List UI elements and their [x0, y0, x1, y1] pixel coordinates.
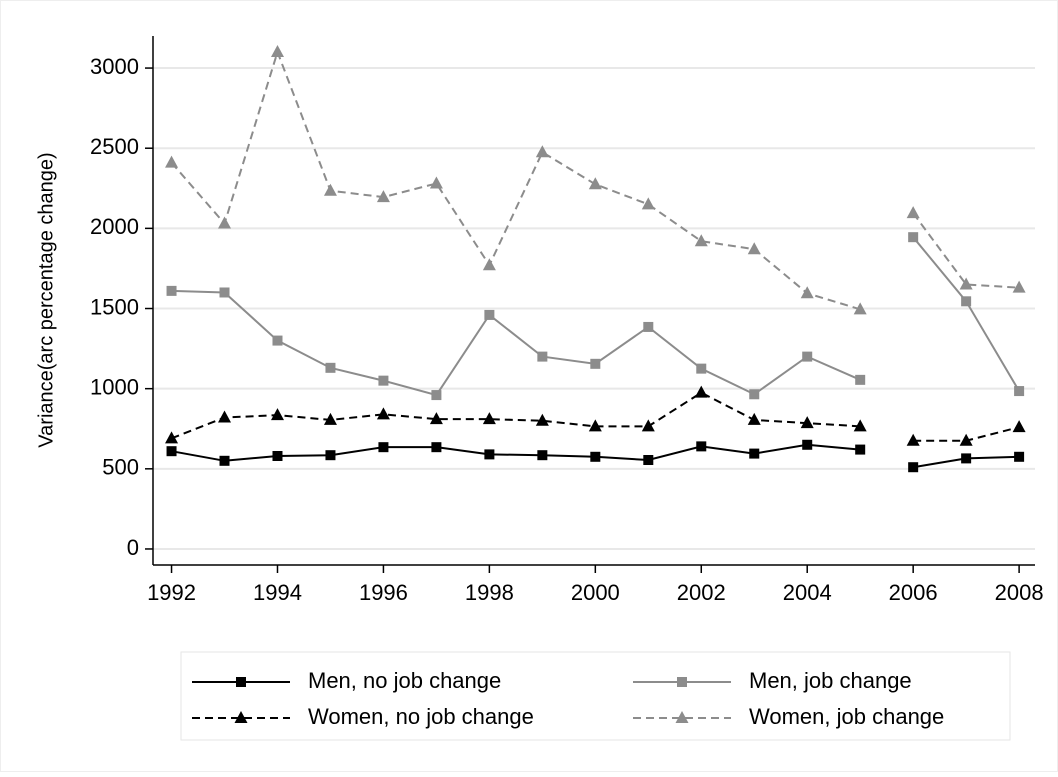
marker — [429, 412, 443, 425]
marker — [641, 419, 655, 432]
marker — [484, 309, 495, 320]
marker — [376, 407, 390, 420]
marker — [588, 177, 602, 190]
marker — [961, 296, 972, 307]
marker — [643, 321, 654, 332]
marker — [1014, 386, 1025, 397]
marker — [219, 455, 230, 466]
marker — [323, 183, 337, 196]
marker — [749, 389, 760, 400]
y-tick-label: 0 — [127, 535, 139, 560]
legend-label: Men, no job change — [308, 668, 501, 693]
marker — [643, 455, 654, 466]
marker — [484, 449, 495, 460]
marker — [590, 451, 601, 462]
marker — [482, 412, 496, 425]
marker — [855, 444, 866, 455]
x-tick-label: 2006 — [889, 580, 938, 605]
marker — [270, 408, 284, 421]
legend-marker — [234, 711, 248, 723]
marker — [270, 45, 284, 58]
marker — [535, 145, 549, 158]
marker — [641, 197, 655, 210]
y-tick-label: 3000 — [90, 54, 139, 79]
x-tick-label: 2004 — [783, 580, 832, 605]
marker — [853, 419, 867, 432]
marker — [537, 450, 548, 461]
marker — [431, 442, 442, 453]
marker — [1012, 420, 1026, 433]
marker — [588, 419, 602, 432]
marker — [749, 448, 760, 459]
x-tick-label: 1996 — [359, 580, 408, 605]
marker — [166, 446, 177, 457]
marker — [800, 286, 814, 299]
marker — [482, 258, 496, 271]
marker — [802, 439, 813, 450]
y-axis-label: Variance(arc percentage change) — [35, 152, 57, 447]
series-line — [170, 48, 1020, 311]
legend-marker — [236, 677, 246, 687]
marker — [694, 234, 708, 247]
x-tick-label: 2008 — [995, 580, 1044, 605]
marker — [906, 206, 920, 219]
marker — [961, 453, 972, 464]
marker — [429, 176, 443, 189]
marker — [165, 155, 179, 168]
marker — [800, 416, 814, 429]
marker — [272, 450, 283, 461]
marker — [219, 287, 230, 298]
marker — [696, 363, 707, 374]
marker — [535, 413, 549, 426]
y-tick-label: 500 — [102, 455, 139, 480]
marker — [166, 285, 177, 296]
legend-marker — [675, 711, 689, 723]
marker — [218, 216, 232, 229]
x-tick-label: 2000 — [571, 580, 620, 605]
marker — [1012, 280, 1026, 293]
marker — [378, 375, 389, 386]
legend-label: Women, job change — [749, 704, 944, 729]
y-tick-label: 1000 — [90, 374, 139, 399]
marker — [376, 190, 390, 203]
y-tick-label: 2000 — [90, 214, 139, 239]
marker — [590, 358, 601, 369]
marker — [1014, 451, 1025, 462]
marker — [747, 242, 761, 255]
x-tick-label: 2002 — [677, 580, 726, 605]
marker — [696, 441, 707, 452]
y-tick-label: 2500 — [90, 134, 139, 159]
marker — [853, 302, 867, 315]
marker — [165, 431, 179, 444]
x-tick-label: 1992 — [147, 580, 196, 605]
marker — [959, 277, 973, 290]
marker — [537, 351, 548, 362]
marker — [272, 335, 283, 346]
x-tick-label: 1994 — [253, 580, 302, 605]
marker — [323, 412, 337, 425]
marker — [908, 232, 919, 243]
marker — [325, 450, 336, 461]
legend-label: Women, no job change — [308, 704, 534, 729]
marker — [802, 351, 813, 362]
legend-box — [180, 651, 1011, 741]
legend-label: Men, job change — [749, 668, 912, 693]
legend-marker — [677, 677, 687, 687]
y-tick-label: 1500 — [90, 294, 139, 319]
marker — [747, 412, 761, 425]
marker — [378, 442, 389, 453]
marker — [694, 385, 708, 398]
marker — [906, 433, 920, 446]
marker — [218, 410, 232, 423]
marker — [855, 374, 866, 385]
marker — [325, 362, 336, 373]
marker — [908, 462, 919, 473]
marker — [431, 390, 442, 401]
marker — [959, 433, 973, 446]
x-tick-label: 1998 — [465, 580, 514, 605]
